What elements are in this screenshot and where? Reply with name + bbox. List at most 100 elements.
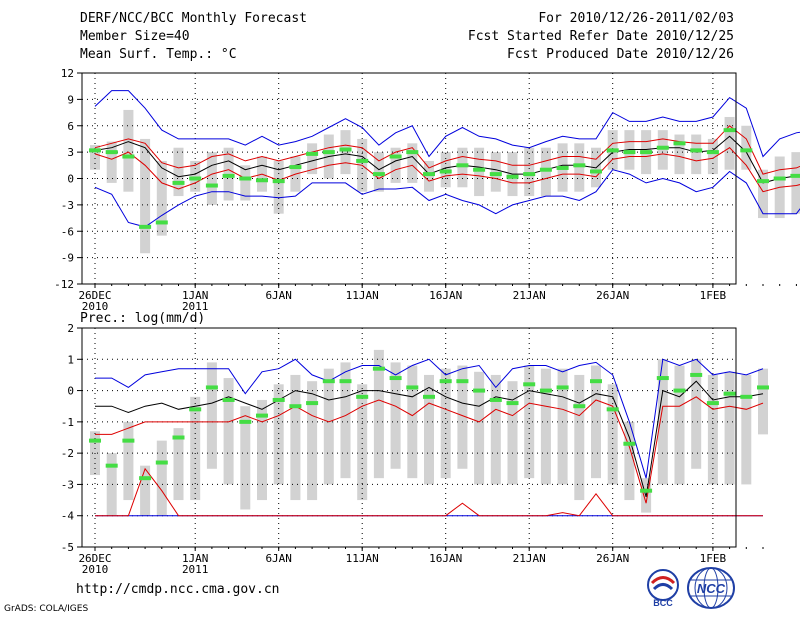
x-tick-year-label: 2011 [182,300,209,313]
median-marker [172,180,185,185]
box-bar [106,453,117,516]
box-bar [607,384,618,485]
median-marker [740,148,753,153]
ncc-logo-text: NCC [697,581,726,596]
box-bar [190,160,201,192]
box-bar [758,368,768,435]
median-marker [539,167,552,172]
median-marker [239,419,252,424]
grads-credit: GrADS: COLA/IGES [4,604,89,614]
median-marker [506,401,519,406]
box-bar [524,147,535,197]
x-tick-label: 1FEB [700,289,727,302]
median-marker [339,379,352,384]
median-marker [556,385,569,390]
x-tick-label: 11JAN [346,552,379,565]
median-marker [222,173,235,178]
median-marker [189,407,202,412]
max-line [94,90,800,158]
box-bar [490,152,501,192]
median-marker [606,148,619,153]
variable-label: Mean Surf. Temp.: °C [80,47,237,62]
box-bar [707,138,718,175]
median-marker [740,394,753,399]
median-marker [272,397,285,402]
x-tick-label: 1JAN [182,552,209,565]
panel2-title: Prec.: log(mm/d) [80,311,205,326]
median-marker [723,128,736,133]
median-marker [623,150,636,155]
y-tick-label: -4 [61,510,75,523]
median-marker [439,379,452,384]
box-bar [156,440,167,516]
box-bar [273,384,284,485]
median-marker [89,148,101,153]
median-marker [356,394,369,399]
median-marker [306,401,319,406]
median-marker [389,154,402,159]
median-marker [506,174,519,179]
box-bar [273,160,284,214]
median-marker [322,379,335,384]
median-marker [539,388,552,393]
median-marker [590,169,602,174]
median-marker [339,147,352,152]
box-bar [140,138,151,254]
x-tick-year-label: 2010 [82,563,109,576]
median-marker [155,220,168,225]
median-marker [122,438,135,443]
median-marker [289,404,302,409]
median-marker [573,163,586,168]
y-tick-label: 6 [67,120,74,133]
x-tick-label: 16JAN [429,552,462,565]
median-marker [757,385,769,390]
box-bar [507,381,518,485]
median-marker [122,154,135,159]
box-bar [257,399,267,501]
box-bar [173,428,184,501]
median-marker [322,150,335,155]
produced-date: Fcst Produced Date 2010/12/26 [507,47,734,62]
median-marker [306,151,319,156]
y-tick-label: 0 [67,173,74,186]
median-marker [439,169,452,174]
box-bar [290,374,301,501]
median-marker [423,394,435,399]
median-marker [239,176,252,181]
median-marker [690,148,703,153]
median-marker [656,145,669,150]
box-bar [524,365,535,479]
median-marker [456,163,469,168]
box-bar [390,362,401,469]
median-marker [105,150,118,155]
x-tick-label: 6JAN [265,289,292,302]
median-marker [706,150,719,155]
x-tick-year-label: 2010 [82,300,109,313]
median-marker [356,158,369,163]
box-bar [223,378,234,485]
box-bar [540,147,551,197]
y-tick-label: -5 [61,541,74,554]
median-marker [523,172,536,177]
median-marker [773,176,786,181]
median-marker [222,397,235,402]
median-marker [372,172,385,177]
y-tick-label: 2 [67,322,74,335]
box-bar [323,368,334,485]
upper-line [95,396,764,504]
lower-line [95,467,763,517]
median-marker [89,438,101,443]
x-tick-label: 6JAN [265,552,292,565]
box-bar [90,145,100,170]
median-marker [489,397,502,402]
box-bar [457,147,468,188]
box-bar [574,143,585,192]
y-tick-label: -1 [61,416,74,429]
median-marker [423,172,435,177]
y-tick-label: -3 [61,199,74,212]
source-url: http://cmdp.ncc.cma.gov.cn [76,582,280,597]
y-tick-label: 9 [67,93,74,106]
box-bar [373,152,384,192]
x-tick-label: 26JAN [596,552,629,565]
